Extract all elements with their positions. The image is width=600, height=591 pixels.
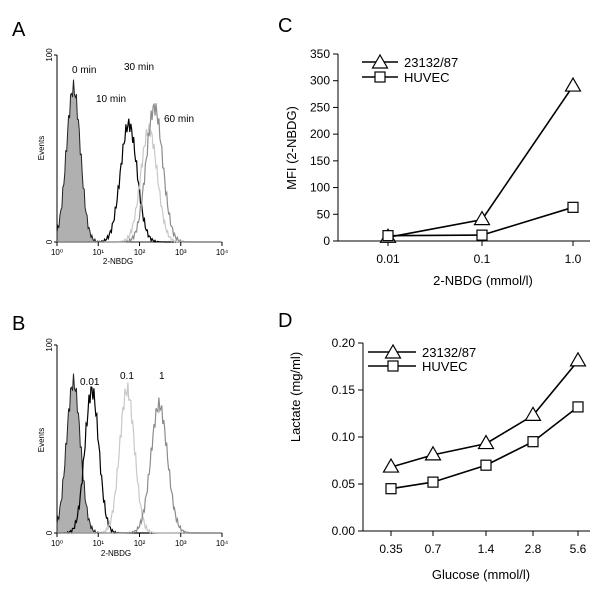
x-tick-label: 10⁴ [216, 539, 229, 548]
series-line-23132-87 [390, 360, 579, 468]
y-tick-label: 200 [310, 127, 330, 141]
legend-label-23132-87: 23132/87 [404, 55, 458, 70]
annotation-0-01: 0.01 [80, 377, 100, 388]
data-point-huvec [567, 201, 579, 213]
data-point-23132-87 [382, 457, 400, 473]
y-tick-label: 350 [310, 47, 330, 61]
data-point-huvec [572, 401, 584, 413]
data-point-huvec [427, 476, 439, 488]
data-point-huvec [382, 230, 394, 242]
legend: 23132/87 HUVEC [362, 53, 458, 85]
y-tick-label: 0.05 [332, 477, 356, 491]
y-tick-label: 0 [45, 239, 54, 244]
y-tick-label: 0.20 [332, 336, 356, 350]
x-tick-label: 10¹ [92, 248, 104, 257]
x-tick-label: 10³ [175, 539, 187, 548]
line-chart-panel-d: 0.00 0.05 0.10 0.15 0.20 0.35 0.7 1.4 2.8 5.6 La… [288, 336, 590, 582]
annotation-60-min: 60 min [164, 114, 194, 125]
legend-label-huvec: HUVEC [422, 359, 468, 374]
y-tick-label: 0.15 [332, 383, 356, 397]
x-axis-title: 2-NBDG [101, 549, 131, 558]
x-tick-label: 10² [134, 539, 146, 548]
y-tick-label: 100 [45, 48, 54, 62]
y-axis-title: Events [37, 428, 46, 452]
y-tick-label: 50 [317, 207, 331, 221]
y-tick-label: 100 [45, 338, 54, 352]
panel-label-c: C [278, 15, 292, 37]
legend-label-23132-87: 23132/87 [422, 345, 476, 360]
panel-label-a: A [12, 19, 26, 41]
histogram-60-min [57, 103, 222, 243]
x-axis-title: Glucose (mmol/l) [432, 567, 530, 582]
y-tick-label: 0.10 [332, 430, 356, 444]
y-tick-label: 150 [310, 154, 330, 168]
x-tick-label: 10² [134, 248, 146, 257]
x-tick-label: 0.35 [379, 542, 403, 556]
annotation-1: 1 [159, 371, 165, 382]
line-chart-panel-c: 0 50 100 150 200 250 300 350 0.01 0.1 1.0 MFI (2-… [284, 47, 590, 288]
panel-label-b: B [12, 313, 25, 335]
x-tick-label: 0.1 [474, 252, 491, 266]
data-point-23132-87 [424, 445, 442, 461]
x-tick-label: 0.01 [376, 252, 400, 266]
histogram-control [56, 373, 222, 534]
x-axis-title: 2-NBDG (mmol/l) [433, 273, 533, 288]
annotation-0-min: 0 min [72, 65, 96, 76]
data-point-23132-87 [569, 351, 587, 367]
x-axis-title: 2-NBDG [103, 257, 133, 266]
annotation-10-min: 10 min [96, 94, 126, 105]
histogram-panel-b: 10⁰ 10¹ 10² 10³ 10⁴ 0 100 Events 2-NBDG 0.01 0… [37, 338, 229, 558]
data-point-23132-87 [564, 76, 582, 92]
x-tick-label: 1.0 [565, 252, 582, 266]
data-point-huvec [476, 229, 488, 241]
data-point-huvec [480, 459, 492, 471]
x-tick-label: 10¹ [92, 539, 104, 548]
x-tick-label: 10⁰ [51, 248, 63, 257]
data-point-23132-87 [524, 406, 542, 421]
y-tick-label: 0 [323, 234, 330, 248]
y-tick-label: 0 [45, 530, 54, 535]
panel-label-d: D [278, 310, 292, 332]
x-tick-label: 10⁰ [51, 539, 63, 548]
x-tick-label: 10³ [175, 248, 187, 257]
legend-label-huvec: HUVEC [404, 70, 450, 85]
data-point-huvec [385, 483, 397, 495]
x-tick-label: 0.7 [425, 542, 442, 556]
y-tick-label: 300 [310, 74, 330, 88]
x-tick-label: 10⁴ [216, 248, 229, 257]
y-axis-title: MFI (2-NBDG) [284, 106, 299, 190]
y-tick-label: 250 [310, 100, 330, 114]
y-axis-title: Lactate (mg/ml) [288, 352, 303, 442]
annotation-0-1: 0.1 [120, 371, 134, 382]
y-tick-label: 0.00 [332, 524, 356, 538]
legend: 23132/87 HUVEC [368, 343, 476, 374]
x-tick-label: 1.4 [478, 542, 495, 556]
data-point-huvec [527, 436, 539, 448]
x-tick-label: 5.6 [570, 542, 587, 556]
y-tick-label: 100 [310, 181, 330, 195]
y-axis-title: Events [37, 136, 46, 160]
x-tick-label: 2.8 [525, 542, 542, 556]
data-point-23132-87 [477, 434, 495, 450]
data-point-23132-87 [473, 210, 491, 226]
histogram-1 [57, 397, 222, 535]
annotation-30-min: 30 min [124, 62, 154, 73]
